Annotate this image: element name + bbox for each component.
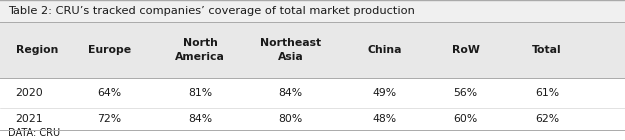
Bar [0, 0, 625, 22]
Text: Table 2: CRU’s tracked companies’ coverage of total market production: Table 2: CRU’s tracked companies’ covera… [8, 6, 415, 16]
Bar [0, 108, 625, 130]
Text: 2020: 2020 [16, 88, 43, 98]
Text: 49%: 49% [372, 88, 396, 98]
Text: 84%: 84% [188, 114, 212, 124]
Text: 84%: 84% [279, 88, 302, 98]
Bar [0, 22, 625, 78]
Text: 48%: 48% [372, 114, 396, 124]
Text: 60%: 60% [454, 114, 478, 124]
Text: China: China [367, 45, 402, 55]
Text: 64%: 64% [98, 88, 121, 98]
Text: 80%: 80% [279, 114, 302, 124]
Text: DATA: CRU: DATA: CRU [8, 128, 60, 138]
Text: 62%: 62% [535, 114, 559, 124]
Text: Northeast
Asia: Northeast Asia [260, 38, 321, 62]
Text: Region: Region [16, 45, 58, 55]
Text: 72%: 72% [98, 114, 121, 124]
Text: Europe: Europe [88, 45, 131, 55]
Text: 81%: 81% [188, 88, 212, 98]
Text: 61%: 61% [535, 88, 559, 98]
Text: 56%: 56% [454, 88, 478, 98]
Text: North
America: North America [175, 38, 225, 62]
Text: Total: Total [532, 45, 562, 55]
Bar [0, 78, 625, 108]
Text: 2021: 2021 [16, 114, 43, 124]
Text: RoW: RoW [452, 45, 479, 55]
